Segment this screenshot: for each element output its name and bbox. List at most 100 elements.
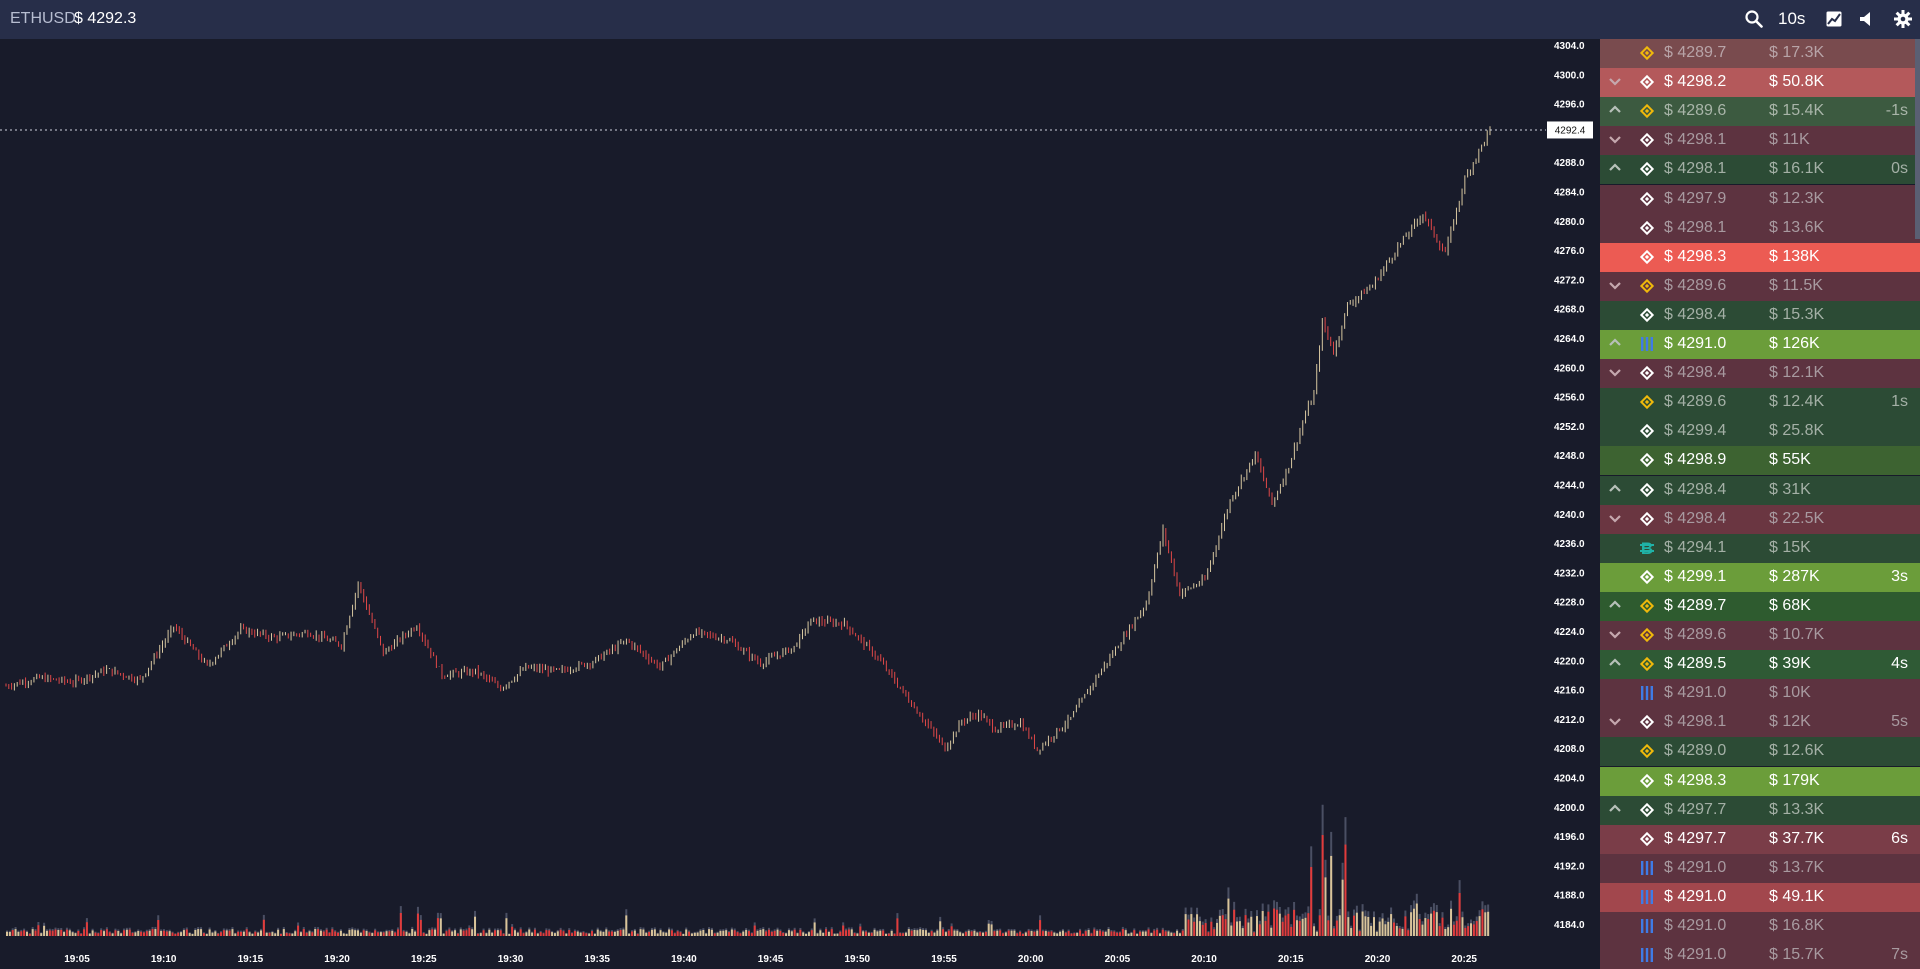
price-chart[interactable]: 4304.04300.04296.04292.04288.04284.04280… (0, 39, 1600, 969)
volume-bar (1204, 923, 1207, 936)
volume-bar (439, 918, 442, 936)
volume-bar (142, 932, 145, 936)
trade-row[interactable]: $ 4297.9 $ 12.3K (1600, 184, 1920, 214)
volume-bar (80, 933, 83, 936)
volume-bar (1104, 931, 1107, 936)
trade-row[interactable]: $ 4298.4 $ 22.5K (1600, 504, 1920, 534)
volume-bar (907, 929, 910, 936)
volume-bar (576, 931, 579, 936)
trade-row[interactable]: $ 4298.4 $ 15.3K (1600, 300, 1920, 330)
volume-bar (1079, 930, 1082, 936)
volume-bar (1004, 932, 1007, 936)
volume-bar (319, 930, 322, 936)
binance-icon (1638, 597, 1656, 615)
volume-bar (399, 912, 402, 936)
chevron-down-icon (1608, 626, 1622, 642)
volume-bar (519, 929, 522, 936)
trade-row[interactable]: $ 4298.4 $ 31K (1600, 475, 1920, 505)
trade-amount: $ 49.1K (1769, 887, 1825, 905)
trade-row[interactable]: $ 4298.1 $ 12K 5s (1600, 708, 1920, 738)
volume-bar (1250, 916, 1253, 936)
volume-bar (1127, 933, 1130, 936)
trade-row[interactable]: $ 4291.0 $ 10K (1600, 679, 1920, 709)
no-arrow (1608, 306, 1622, 322)
trade-row[interactable]: $ 4298.9 $ 55K (1600, 446, 1920, 476)
volume-bar (419, 919, 422, 936)
volume-bar (847, 929, 850, 936)
volume-bar (322, 931, 325, 936)
volume-bar (68, 930, 71, 936)
trade-row[interactable]: $ 4298.2 $ 50.8K (1600, 68, 1920, 98)
volume-bar (1001, 933, 1004, 936)
volume-bar (1364, 916, 1367, 936)
volume-bar (1327, 920, 1330, 936)
trade-row[interactable]: $ 4297.7 $ 37.7K 6s (1600, 824, 1920, 854)
volume-bar (1273, 908, 1276, 936)
chart-area-icon[interactable] (1824, 9, 1844, 29)
trade-row[interactable]: $ 4289.6 $ 12.4K 1s (1600, 388, 1920, 418)
trade-row[interactable]: $ 4289.5 $ 39K 4s (1600, 650, 1920, 680)
volume-bar (773, 930, 776, 936)
trade-row[interactable]: $ 4299.4 $ 25.8K (1600, 417, 1920, 447)
trade-row[interactable]: $ 4291.0 $ 49.1K (1600, 882, 1920, 912)
trade-row[interactable]: $ 4297.7 $ 13.3K (1600, 795, 1920, 825)
trade-row[interactable]: $ 4289.6 $ 15.4K -1s (1600, 97, 1920, 127)
trade-row[interactable]: $ 4289.0 $ 12.6K (1600, 737, 1920, 767)
trade-price: $ 4289.6 (1664, 102, 1727, 120)
trade-row[interactable]: $ 4298.3 $ 138K (1600, 242, 1920, 272)
volume-bar (1176, 930, 1179, 936)
trade-row[interactable]: $ 4291.0 $ 126K (1600, 330, 1920, 359)
binance-white-icon (1638, 160, 1656, 178)
candles (5, 126, 1491, 755)
x-tick-label: 19:35 (584, 954, 610, 965)
volume-bar (1084, 931, 1087, 936)
volume-bar (1158, 933, 1161, 936)
volume-bar (1087, 929, 1090, 936)
volume-bar (748, 931, 750, 936)
trade-row[interactable]: $ 4289.7 $ 68K (1600, 591, 1920, 621)
trades-list[interactable]: $ 4289.7 $ 17.3K $ 4298.2 $ 50.8K $ 4289.6 $ … (1600, 39, 1920, 969)
volume-bar (553, 933, 556, 936)
trade-row[interactable]: $ 4289.7 $ 17.3K (1600, 39, 1920, 68)
search-icon[interactable] (1744, 9, 1764, 29)
trade-row[interactable]: $ 4298.3 $ 179K (1600, 766, 1920, 796)
volume-bar (77, 930, 80, 936)
volume-bar (1016, 933, 1019, 936)
pair-label[interactable]: ETHUSD (10, 10, 76, 27)
volume-bar (805, 933, 808, 936)
volume-bar (770, 931, 773, 936)
volume-bar (1116, 932, 1119, 936)
trade-amount: $ 15K (1769, 538, 1811, 556)
trade-row[interactable]: $ 4291.0 $ 15.7K 7s (1600, 941, 1920, 969)
volume-bar (225, 930, 228, 936)
volume-bar (299, 932, 302, 936)
volume-bar (1247, 922, 1250, 936)
trade-row[interactable]: B $ 4294.1 $ 15K (1600, 533, 1920, 563)
volume-bar (996, 930, 999, 936)
volume-bar (1281, 921, 1284, 936)
threshold-button[interactable]: 10s (1778, 9, 1806, 28)
trade-amount: $ 22.5K (1769, 509, 1825, 527)
trade-row[interactable]: $ 4291.0 $ 13.7K (1600, 853, 1920, 883)
settings-icon[interactable] (1893, 9, 1913, 29)
trade-row[interactable]: $ 4298.1 $ 16.1K 0s (1600, 155, 1920, 185)
trade-row[interactable]: $ 4299.1 $ 287K 3s (1600, 562, 1920, 592)
trade-row[interactable]: $ 4298.1 $ 11K (1600, 126, 1920, 156)
trade-row[interactable]: $ 4298.4 $ 12.1K (1600, 359, 1920, 389)
trade-price: $ 4297.7 (1664, 829, 1727, 847)
trade-row[interactable]: $ 4289.6 $ 11.5K (1600, 271, 1920, 301)
trade-price: $ 4294.1 (1664, 538, 1727, 556)
x-tick-label: 19:15 (238, 954, 264, 965)
y-tick-label: 4264.0 (1554, 334, 1585, 345)
trades-scrollbar[interactable] (1915, 39, 1920, 239)
trade-price: $ 4298.4 (1664, 364, 1727, 382)
binance-white-icon (1638, 422, 1656, 440)
trade-amount: $ 179K (1769, 771, 1820, 789)
volume-icon[interactable] (1857, 9, 1877, 29)
x-tick-label: 19:10 (151, 954, 177, 965)
trade-row[interactable]: $ 4298.1 $ 13.6K (1600, 213, 1920, 243)
trade-price: $ 4291.0 (1664, 917, 1727, 934)
volume-bar (137, 930, 140, 936)
trade-row[interactable]: $ 4289.6 $ 10.7K (1600, 621, 1920, 650)
trade-row[interactable]: $ 4291.0 $ 16.8K (1600, 912, 1920, 941)
